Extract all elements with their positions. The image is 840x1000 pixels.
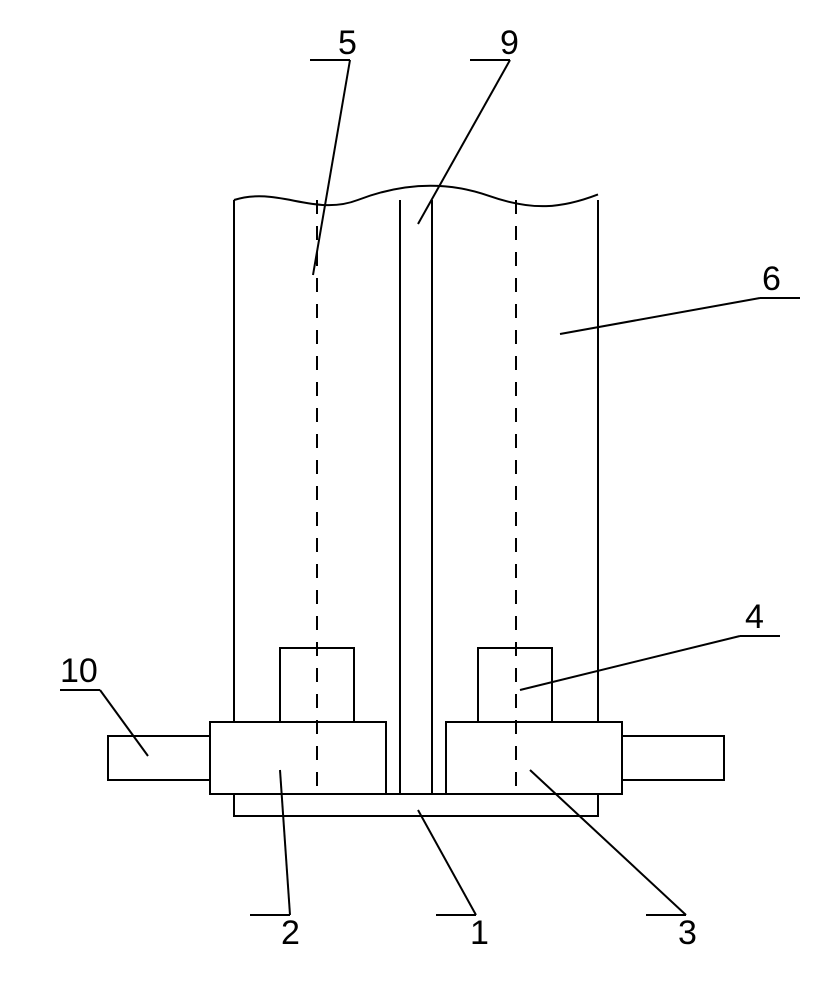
block-left [210, 722, 386, 794]
callout-label: 3 [678, 914, 697, 952]
callout-label: 6 [762, 260, 781, 298]
base-plate [234, 794, 598, 816]
callout-label: 10 [60, 652, 98, 690]
callout-label: 9 [500, 24, 519, 62]
side-arm-right [622, 736, 724, 780]
plug-left [280, 648, 354, 722]
callout-1: 1 [418, 810, 489, 952]
block-right [446, 722, 622, 794]
side-arm-left [108, 736, 210, 780]
callout-6: 6 [560, 260, 800, 334]
callout-4: 4 [520, 598, 780, 690]
callout-label: 4 [745, 598, 764, 636]
callout-label: 2 [281, 914, 300, 952]
body-top-break [234, 186, 598, 206]
diagram-canvas: 5 9 6 4 10 2 1 3 [0, 0, 840, 1000]
callout-9: 9 [418, 24, 519, 224]
callout-label: 5 [338, 24, 357, 62]
callout-label: 1 [470, 914, 489, 952]
